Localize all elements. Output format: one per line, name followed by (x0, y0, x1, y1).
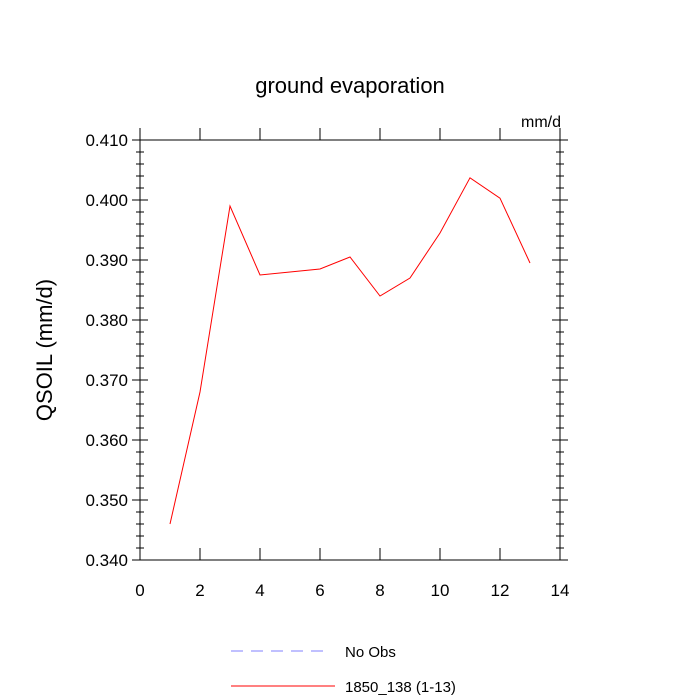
x-tick-label: 8 (375, 581, 384, 600)
tick-labels: 0 2 4 6 8 10 12 14 0.340 0.350 0.360 0.370 0.380 0.39… (85, 131, 569, 600)
plot-frame (139, 139, 561, 561)
y-tick-label: 0.390 (85, 251, 128, 270)
x-tick-label: 14 (551, 581, 570, 600)
x-tick-label: 12 (491, 581, 510, 600)
y-tick-label: 0.400 (85, 191, 128, 210)
y-tick-label: 0.370 (85, 371, 128, 390)
legend: No Obs 1850_138 (1-13) (231, 644, 456, 696)
y-tick-label: 0.360 (85, 431, 128, 450)
x-tick-label: 10 (431, 581, 450, 600)
x-tick-label: 0 (135, 581, 144, 600)
x-tick-label: 6 (315, 581, 324, 600)
y-axis-label: QSOIL (mm/d) (32, 279, 57, 421)
units-label: mm/d (521, 114, 561, 131)
y-tick-label: 0.350 (85, 491, 128, 510)
series-group (169, 177, 531, 525)
chart-title: ground evaporation (255, 73, 445, 98)
y-tick-label: 0.410 (85, 131, 128, 150)
x-tick-label: 4 (255, 581, 264, 600)
y-tick-label: 0.340 (85, 551, 128, 570)
legend-label: 1850_138 (1-13) (345, 679, 456, 696)
axis-ticks (132, 128, 568, 561)
x-tick-label: 2 (195, 581, 204, 600)
legend-label: No Obs (345, 644, 396, 661)
y-tick-label: 0.380 (85, 311, 128, 330)
series-line (169, 177, 531, 525)
